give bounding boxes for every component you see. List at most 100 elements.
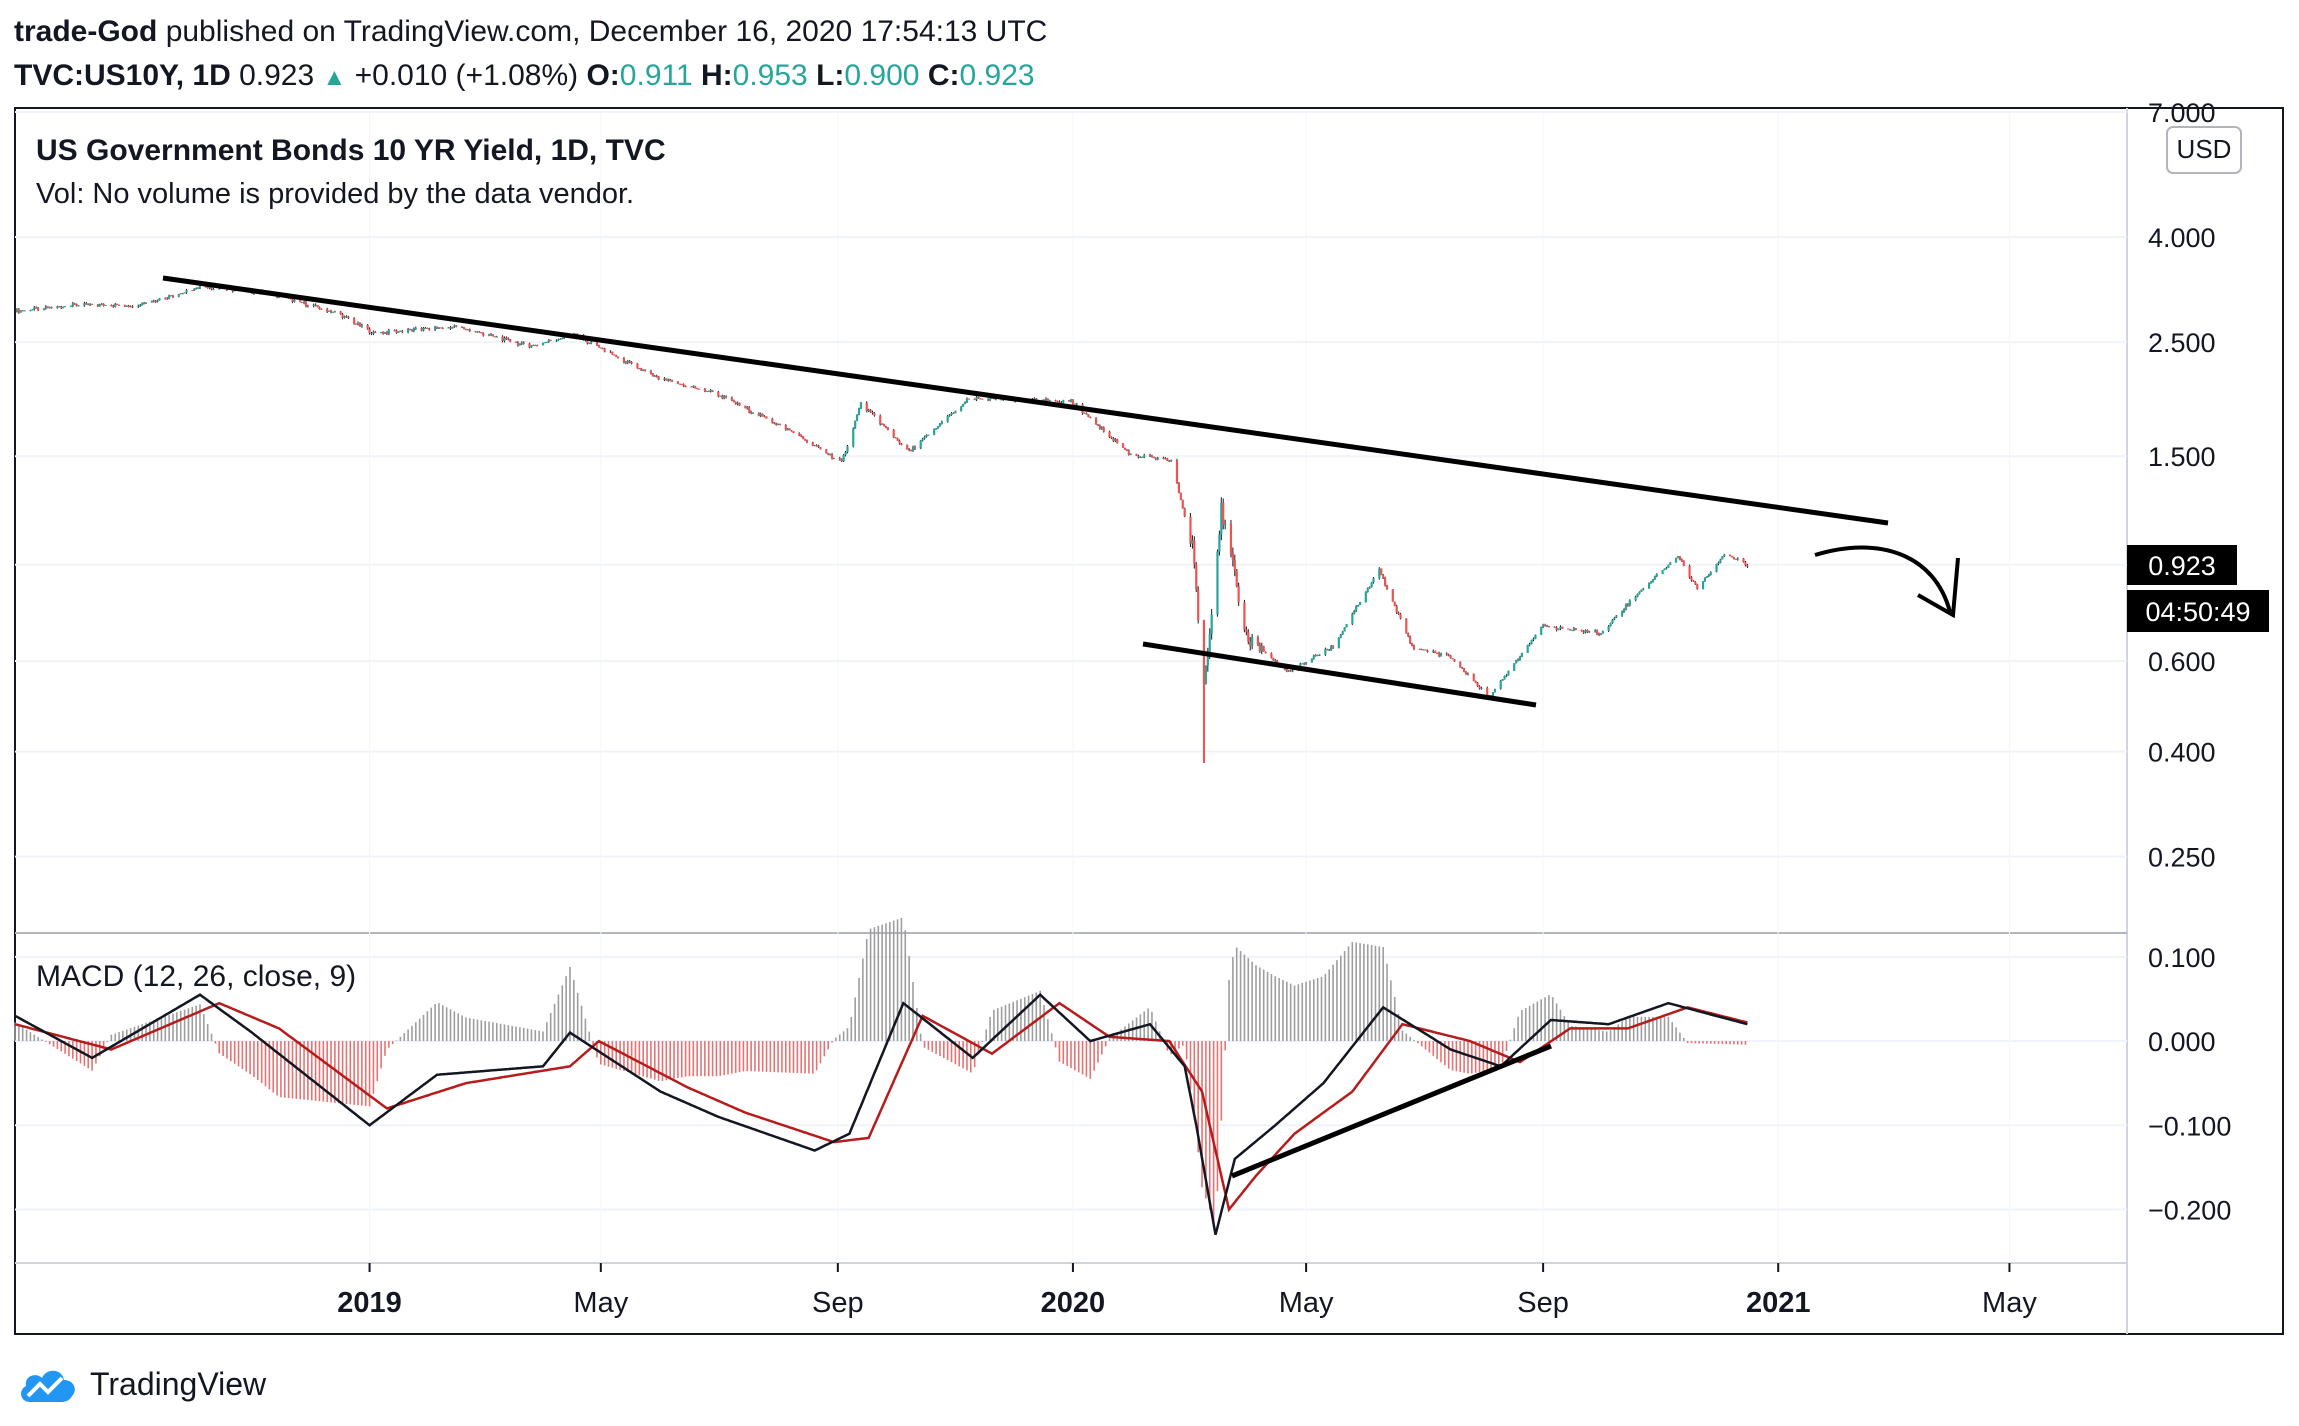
- price-axis[interactable]: 7.000 4.000 2.500 1.500 0.923 0.600 0.400 0.250: [2148, 98, 2216, 873]
- published-text: published on TradingView.com, December 1…: [165, 15, 1048, 48]
- candle-body: [401, 330, 404, 333]
- candle-body: [77, 305, 80, 307]
- candle-body: [1478, 686, 1481, 689]
- time-tick-label: May: [1279, 1287, 1334, 1319]
- macd-lines[interactable]: [14, 992, 1748, 1236]
- candle-body: [466, 329, 469, 331]
- candle-body: [179, 293, 182, 295]
- candle-body: [1594, 630, 1597, 632]
- candle-body: [1098, 425, 1102, 429]
- candle-body: [29, 310, 32, 312]
- candle-body: [1584, 630, 1587, 633]
- currency-button[interactable]: USD: [2166, 126, 2242, 174]
- candle-body: [1378, 568, 1381, 579]
- candle-body: [1622, 609, 1626, 612]
- candle-body: [152, 300, 155, 302]
- candle-body: [852, 428, 855, 447]
- currency-label[interactable]: USD: [2177, 134, 2232, 164]
- time-axis[interactable]: 2019 May Sep 2020 May Sep 2021 May: [337, 1263, 2037, 1319]
- candle-body: [196, 287, 200, 289]
- candle-body: [1636, 593, 1639, 597]
- candle-body: [1709, 572, 1712, 575]
- candle-body: [1418, 648, 1421, 650]
- currency-button-box[interactable]: [2166, 126, 2242, 174]
- candle-body: [856, 414, 859, 421]
- candle-body: [977, 397, 980, 399]
- candle-body: [320, 308, 323, 310]
- candle-body: [474, 331, 477, 333]
- candle-body: [1476, 682, 1479, 687]
- candle-body: [171, 296, 175, 298]
- candle-body: [71, 303, 74, 306]
- candle-body: [590, 341, 593, 344]
- candle-body: [765, 416, 768, 419]
- candle-body: [329, 310, 333, 313]
- time-tick-label: 2021: [1746, 1287, 1811, 1319]
- candle-body: [854, 420, 857, 429]
- candle-body: [894, 437, 897, 439]
- candle-body: [723, 396, 726, 399]
- candle-body: [1328, 649, 1331, 651]
- macd-divergence-line[interactable]: [1231, 1043, 1552, 1179]
- macd-axis[interactable]: 0.100 0.000 −0.100 −0.200: [2148, 943, 2231, 1226]
- candle-body: [697, 388, 701, 390]
- time-tick-label: 2020: [1041, 1287, 1106, 1319]
- candle-body: [156, 300, 159, 302]
- down-arrow-curve[interactable]: [1814, 545, 1952, 613]
- candle-body: [940, 421, 943, 424]
- candle-body: [1599, 633, 1603, 635]
- descending-trendline[interactable]: [162, 275, 1889, 526]
- candle-body: [759, 413, 762, 416]
- candle-body: [624, 362, 627, 364]
- candle-body: [509, 339, 512, 342]
- candle-body: [724, 396, 728, 398]
- candle-body: [198, 286, 202, 288]
- candle-body: [1692, 580, 1695, 582]
- candle-body: [987, 399, 990, 401]
- candle-body: [1193, 540, 1196, 565]
- candle-body: [1409, 636, 1412, 644]
- candle-body: [1513, 663, 1516, 671]
- footer-brand[interactable]: TradingView: [16, 1362, 266, 1406]
- candle-body: [1181, 500, 1184, 509]
- candle-body: [1626, 604, 1630, 606]
- candle-body: [1528, 644, 1531, 646]
- candle-body: [1728, 554, 1732, 556]
- candle-body: [1141, 456, 1144, 458]
- candle-body: [1170, 460, 1173, 462]
- candle-body: [380, 332, 383, 334]
- candle-body: [530, 345, 533, 348]
- candle-body: [925, 435, 928, 437]
- price-candles[interactable]: [15, 284, 1749, 764]
- candle-body: [1464, 671, 1468, 675]
- author-name[interactable]: trade-God: [14, 15, 158, 48]
- candle-body: [557, 339, 560, 341]
- candle-body: [549, 339, 552, 341]
- candle-body: [482, 333, 485, 336]
- down-arrow-head[interactable]: [1917, 557, 1960, 619]
- candle-body: [1557, 628, 1560, 631]
- candle-body: [1559, 626, 1562, 629]
- candle-body: [1301, 663, 1304, 665]
- candle-body: [1534, 634, 1537, 639]
- support-trendline[interactable]: [1142, 641, 1537, 708]
- close-value: 0.923: [959, 59, 1035, 92]
- time-tick-label: 2019: [337, 1287, 402, 1319]
- candle-body: [395, 330, 398, 333]
- candle-body: [609, 351, 612, 353]
- candle-body: [871, 412, 874, 414]
- candle-body: [1572, 628, 1576, 630]
- candle-body: [1532, 638, 1535, 640]
- candle-body: [547, 339, 550, 342]
- candle-body: [1667, 564, 1670, 568]
- candle-body: [963, 401, 967, 404]
- candle-body: [640, 368, 643, 371]
- candle-body: [1197, 589, 1200, 621]
- candle-body: [657, 376, 660, 380]
- drawings[interactable]: [162, 275, 1960, 1179]
- candle-body: [1154, 458, 1157, 460]
- candle-body: [1472, 673, 1475, 681]
- candle-body: [491, 334, 494, 337]
- candle-body: [1561, 626, 1564, 629]
